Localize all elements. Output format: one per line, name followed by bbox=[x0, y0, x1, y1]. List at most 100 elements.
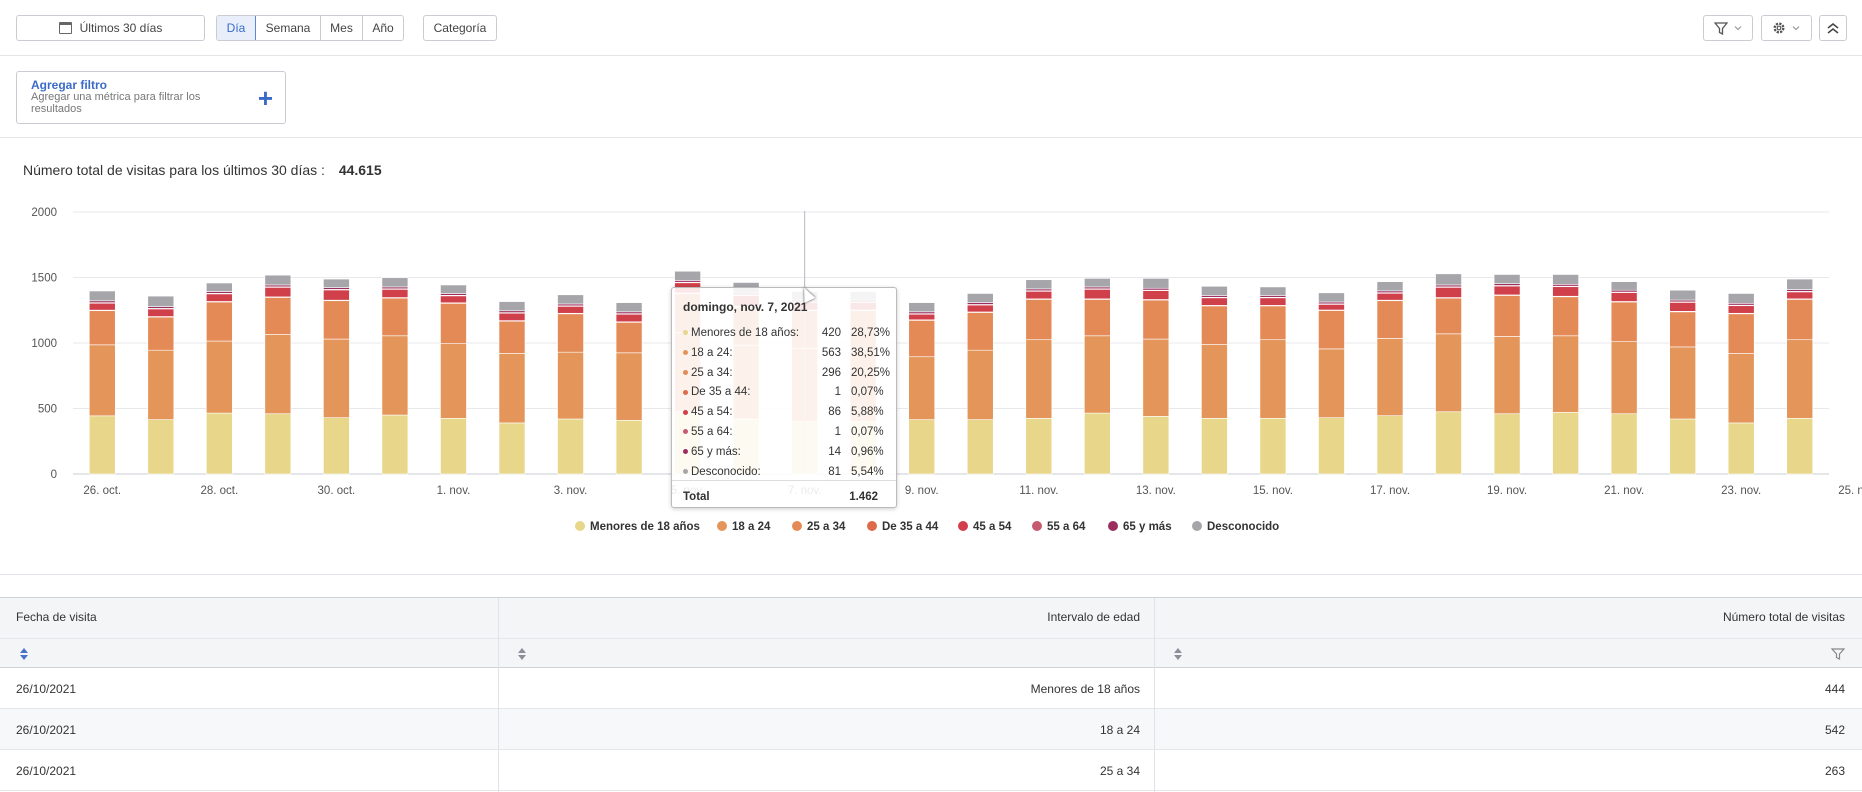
bar-segment[interactable] bbox=[1727, 293, 1755, 304]
bar-segment[interactable] bbox=[498, 301, 526, 312]
bar-segment[interactable] bbox=[1552, 335, 1579, 413]
legend-marker[interactable] bbox=[717, 521, 727, 531]
bar-segment[interactable] bbox=[1376, 292, 1404, 301]
bar-segment[interactable] bbox=[381, 297, 409, 337]
legend-label[interactable]: 25 a 34 bbox=[807, 521, 846, 533]
bar-segment[interactable] bbox=[498, 353, 526, 424]
bar-segment[interactable] bbox=[440, 295, 467, 304]
table-row[interactable]: 26/10/2021 25 a 34 263 bbox=[0, 750, 1862, 791]
bar-segment[interactable] bbox=[1552, 296, 1579, 337]
bar-segment[interactable] bbox=[1786, 278, 1814, 290]
bar-segment[interactable] bbox=[381, 414, 409, 475]
legend-marker[interactable] bbox=[1108, 521, 1118, 531]
bar-segment[interactable] bbox=[615, 302, 643, 313]
bar-segment[interactable] bbox=[88, 415, 116, 475]
bar-segment[interactable] bbox=[1376, 415, 1404, 475]
bar-segment[interactable] bbox=[1318, 309, 1345, 350]
bar-segment[interactable] bbox=[1610, 281, 1638, 291]
bar-segment[interactable] bbox=[1201, 344, 1228, 419]
bar-segment[interactable] bbox=[440, 302, 467, 344]
bar-segment[interactable] bbox=[381, 277, 409, 288]
filter-dropdown-button[interactable] bbox=[1703, 15, 1753, 41]
bar-segment[interactable] bbox=[1669, 301, 1696, 312]
bar-segment[interactable] bbox=[1376, 338, 1404, 417]
bar-segment[interactable] bbox=[1610, 413, 1638, 475]
bar-segment[interactable] bbox=[1025, 290, 1053, 300]
bar-segment[interactable] bbox=[1142, 338, 1170, 417]
bar-segment[interactable] bbox=[206, 340, 233, 414]
bar-segment[interactable] bbox=[1493, 274, 1521, 284]
legend-marker[interactable] bbox=[575, 521, 585, 531]
bar-segment[interactable] bbox=[908, 302, 936, 313]
bar-segment[interactable] bbox=[1493, 413, 1521, 475]
bar-segment[interactable] bbox=[908, 419, 936, 475]
legend-label[interactable]: Desconocido bbox=[1207, 521, 1279, 533]
bar-segment[interactable] bbox=[1142, 299, 1170, 340]
bar-segment[interactable] bbox=[1435, 273, 1462, 286]
bar-segment[interactable] bbox=[1669, 311, 1696, 348]
bar-segment[interactable] bbox=[147, 308, 175, 317]
bar-segment[interactable] bbox=[1786, 291, 1814, 300]
bar-segment[interactable] bbox=[1376, 281, 1404, 292]
bar-segment[interactable] bbox=[147, 316, 175, 351]
bar-segment[interactable] bbox=[498, 312, 526, 321]
bar-segment[interactable] bbox=[1259, 339, 1287, 419]
legend-marker[interactable] bbox=[958, 521, 968, 531]
period-day-button[interactable]: Día bbox=[217, 16, 256, 40]
legend-marker[interactable] bbox=[1192, 521, 1202, 531]
bar-segment[interactable] bbox=[908, 356, 936, 420]
bar-segment[interactable] bbox=[1610, 292, 1638, 302]
table-row[interactable]: 26/10/2021 18 a 24 542 bbox=[0, 709, 1862, 750]
bar-segment[interactable] bbox=[1084, 288, 1111, 300]
bar-segment[interactable] bbox=[1084, 412, 1111, 475]
period-year-button[interactable]: Año bbox=[372, 21, 394, 35]
bar-segment[interactable] bbox=[1025, 339, 1053, 419]
legend-marker[interactable] bbox=[792, 521, 802, 531]
bar-segment[interactable] bbox=[206, 293, 233, 302]
bar-segment[interactable] bbox=[1493, 294, 1521, 337]
bar-segment[interactable] bbox=[1786, 298, 1814, 341]
legend-label[interactable]: 45 a 54 bbox=[973, 521, 1012, 533]
bar-segment[interactable] bbox=[88, 310, 116, 346]
bar-segment[interactable] bbox=[1259, 286, 1287, 296]
column-header-age-range[interactable]: Intervalo de edad bbox=[1047, 610, 1140, 624]
bar-segment[interactable] bbox=[1493, 285, 1521, 296]
bar-segment[interactable] bbox=[966, 304, 994, 313]
bar-segment[interactable] bbox=[1727, 422, 1755, 475]
bar-segment[interactable] bbox=[557, 305, 584, 314]
legend-marker[interactable] bbox=[867, 521, 877, 531]
bar-segment[interactable] bbox=[1318, 292, 1345, 303]
sort-date-icon[interactable] bbox=[20, 648, 28, 660]
bar-segment[interactable] bbox=[908, 319, 936, 358]
bar-segment[interactable] bbox=[498, 422, 526, 475]
bar-segment[interactable] bbox=[1259, 418, 1287, 475]
bar-segment[interactable] bbox=[1786, 418, 1814, 475]
bar-segment[interactable] bbox=[323, 417, 350, 475]
bar-segment[interactable] bbox=[674, 270, 701, 281]
date-range-button[interactable]: Últimos 30 días bbox=[16, 15, 205, 41]
bar-segment[interactable] bbox=[1318, 303, 1345, 311]
bar-segment[interactable] bbox=[557, 351, 584, 420]
bar-segment[interactable] bbox=[1084, 298, 1111, 337]
bar-segment[interactable] bbox=[557, 313, 584, 353]
collapse-button[interactable] bbox=[1819, 15, 1847, 41]
bar-segment[interactable] bbox=[206, 301, 233, 342]
legend-label[interactable]: 65 y más bbox=[1123, 521, 1172, 533]
bar-segment[interactable] bbox=[440, 284, 467, 294]
bar-segment[interactable] bbox=[498, 320, 526, 354]
bar-segment[interactable] bbox=[1610, 341, 1638, 415]
bar-segment[interactable] bbox=[1142, 290, 1170, 300]
bar-segment[interactable] bbox=[1552, 286, 1579, 297]
settings-dropdown-button[interactable] bbox=[1761, 15, 1812, 41]
bar-segment[interactable] bbox=[440, 343, 467, 419]
table-row[interactable]: 26/10/2021 Menores de 18 años 444 bbox=[0, 668, 1862, 709]
bar-segment[interactable] bbox=[147, 349, 175, 420]
bar-segment[interactable] bbox=[147, 295, 175, 307]
sort-total-visits-icon[interactable] bbox=[1174, 648, 1182, 660]
category-button[interactable]: Categoría bbox=[423, 15, 497, 41]
bar-segment[interactable] bbox=[381, 288, 409, 298]
bar-segment[interactable] bbox=[1435, 411, 1462, 475]
bar-segment[interactable] bbox=[1669, 346, 1696, 420]
column-filter-funnel-icon[interactable] bbox=[1831, 648, 1845, 660]
bar-segment[interactable] bbox=[88, 290, 116, 302]
